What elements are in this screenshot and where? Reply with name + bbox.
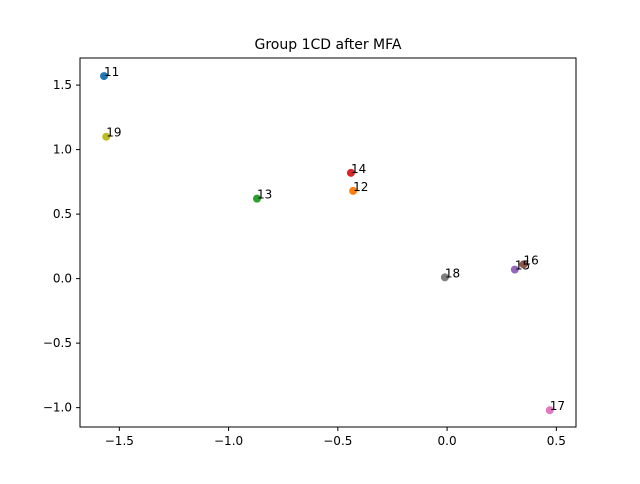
point-label: 12	[353, 180, 368, 194]
x-tick-label: −1.5	[105, 434, 134, 448]
point-label: 17	[550, 399, 565, 413]
plot-area-frame	[79, 57, 577, 428]
x-tick-label: 0.0	[438, 434, 457, 448]
data-point	[349, 186, 358, 195]
data-point	[440, 273, 449, 282]
data-point	[545, 406, 554, 415]
data-point	[100, 72, 109, 81]
y-tick-label: 1.0	[53, 143, 72, 157]
point-label: 11	[104, 65, 119, 79]
x-tick-label: 0.5	[547, 434, 566, 448]
x-tick-label: −1.0	[214, 434, 243, 448]
x-tick-label: −0.5	[323, 434, 352, 448]
data-point	[252, 194, 261, 203]
chart-title: Group 1CD after MFA	[255, 37, 402, 53]
point-label: 15	[515, 259, 530, 273]
point-label: 19	[106, 126, 121, 140]
y-tick-label: 0.0	[53, 272, 72, 286]
point-label: 13	[257, 188, 272, 202]
y-tick-label: 1.5	[53, 78, 72, 92]
data-point	[510, 265, 519, 274]
axis-ticks: −1.5 −1.0 −0.5 0.0 0.5 −1.0 −0.5 0.0 0.5 1.0 1.5	[43, 78, 566, 448]
data-point	[519, 260, 528, 269]
y-tick-label: −0.5	[43, 336, 72, 350]
point-label: 18	[445, 266, 460, 280]
point-label: 16	[524, 253, 539, 267]
y-tick-label: −1.0	[43, 401, 72, 415]
data-point	[102, 132, 111, 141]
data-point	[346, 168, 355, 177]
y-tick-label: 0.5	[53, 207, 72, 221]
point-label: 14	[351, 162, 366, 176]
data-points	[100, 72, 554, 415]
